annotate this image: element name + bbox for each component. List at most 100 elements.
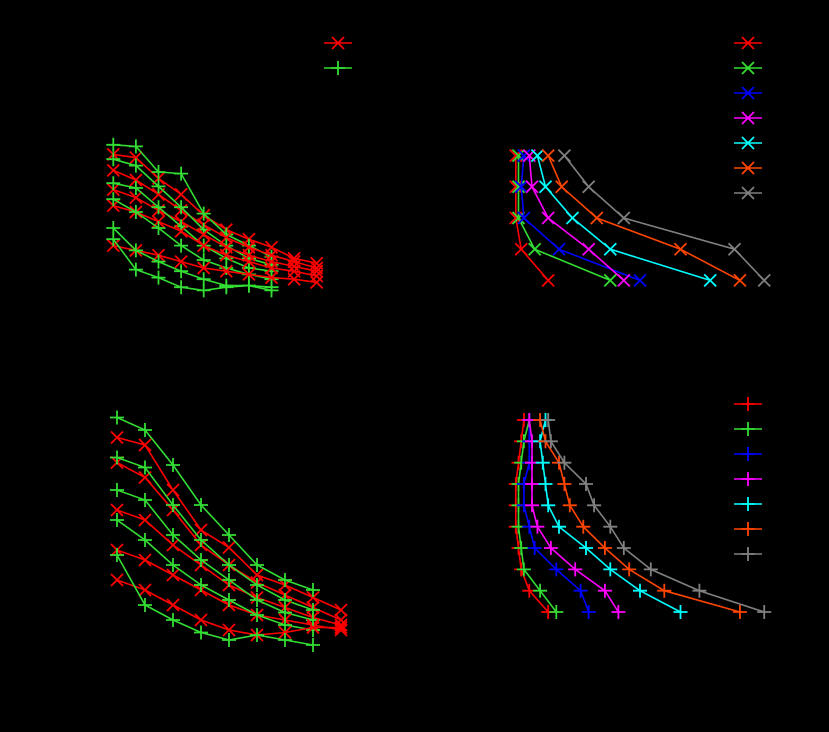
marker: [174, 254, 188, 269]
marker: [732, 605, 747, 619]
marker: [673, 242, 688, 256]
legend-marker: [741, 497, 755, 511]
marker: [106, 192, 121, 207]
marker: [310, 269, 324, 283]
marker: [587, 498, 602, 513]
marker: [174, 264, 189, 279]
marker: [138, 460, 152, 475]
marker: [538, 180, 553, 194]
marker: [110, 430, 124, 445]
marker: [241, 278, 256, 293]
legend-marker: [331, 61, 345, 75]
marker: [541, 211, 555, 225]
marker: [166, 568, 180, 582]
marker: [250, 593, 264, 607]
marker: [219, 230, 233, 245]
legend-marker: [741, 522, 755, 536]
marker: [138, 513, 152, 527]
marker: [194, 578, 208, 592]
marker: [582, 180, 596, 194]
marker: [174, 166, 189, 181]
marker: [110, 573, 124, 587]
series-line: [520, 155, 641, 282]
series-line: [113, 244, 317, 284]
marker: [310, 275, 324, 290]
marker: [242, 254, 256, 269]
marker: [264, 248, 279, 262]
legend-marker: [331, 36, 345, 50]
marker: [334, 620, 348, 635]
marker: [306, 583, 320, 597]
marker: [151, 221, 166, 235]
marker: [219, 264, 233, 278]
marker: [565, 211, 580, 225]
marker: [174, 280, 189, 295]
marker: [552, 242, 566, 256]
series-line: [539, 419, 681, 613]
marker: [166, 458, 180, 472]
marker: [138, 583, 152, 597]
marker: [106, 232, 121, 247]
marker: [138, 423, 152, 437]
series-line: [515, 155, 549, 281]
marker: [633, 273, 647, 288]
marker: [703, 273, 717, 288]
marker: [166, 528, 180, 542]
marker: [129, 150, 143, 165]
marker: [194, 625, 208, 640]
marker: [516, 562, 531, 577]
marker: [576, 519, 591, 534]
plot: [110, 410, 348, 652]
legend-marker: [741, 472, 755, 486]
marker: [509, 180, 523, 194]
marker: [129, 173, 143, 187]
marker: [557, 455, 572, 470]
marker: [622, 562, 637, 577]
marker: [557, 148, 572, 163]
marker: [194, 553, 208, 567]
marker: [692, 583, 707, 598]
series-line: [116, 489, 314, 621]
marker: [250, 558, 264, 572]
marker: [597, 583, 612, 598]
marker: [733, 273, 747, 288]
marker: [264, 270, 279, 285]
marker: [151, 200, 166, 215]
legend-marker: [741, 397, 755, 411]
marker: [673, 605, 688, 619]
series-line: [563, 155, 765, 281]
marker: [603, 519, 618, 534]
marker: [106, 137, 121, 152]
marker: [151, 179, 166, 194]
marker: [222, 540, 236, 555]
plot: [106, 137, 324, 298]
marker: [535, 455, 550, 470]
marker: [222, 558, 236, 572]
series-line: [528, 419, 620, 613]
legend-marker: [741, 447, 755, 461]
marker: [174, 200, 189, 215]
marker: [568, 562, 583, 577]
marker: [110, 513, 124, 527]
marker: [757, 273, 771, 288]
legend-marker: [741, 186, 755, 200]
marker: [334, 623, 348, 637]
marker: [514, 180, 528, 194]
marker: [166, 498, 180, 512]
marker: [278, 573, 292, 587]
marker: [250, 628, 264, 642]
marker: [334, 603, 348, 617]
legend-marker: [741, 111, 755, 125]
marker: [306, 620, 320, 635]
marker: [541, 273, 555, 288]
marker: [128, 262, 143, 277]
marker: [528, 242, 542, 256]
marker: [603, 273, 617, 288]
marker: [555, 180, 569, 194]
marker: [549, 562, 564, 577]
marker: [222, 623, 236, 637]
marker: [197, 227, 211, 242]
series-line: [116, 456, 314, 611]
marker: [527, 541, 542, 555]
